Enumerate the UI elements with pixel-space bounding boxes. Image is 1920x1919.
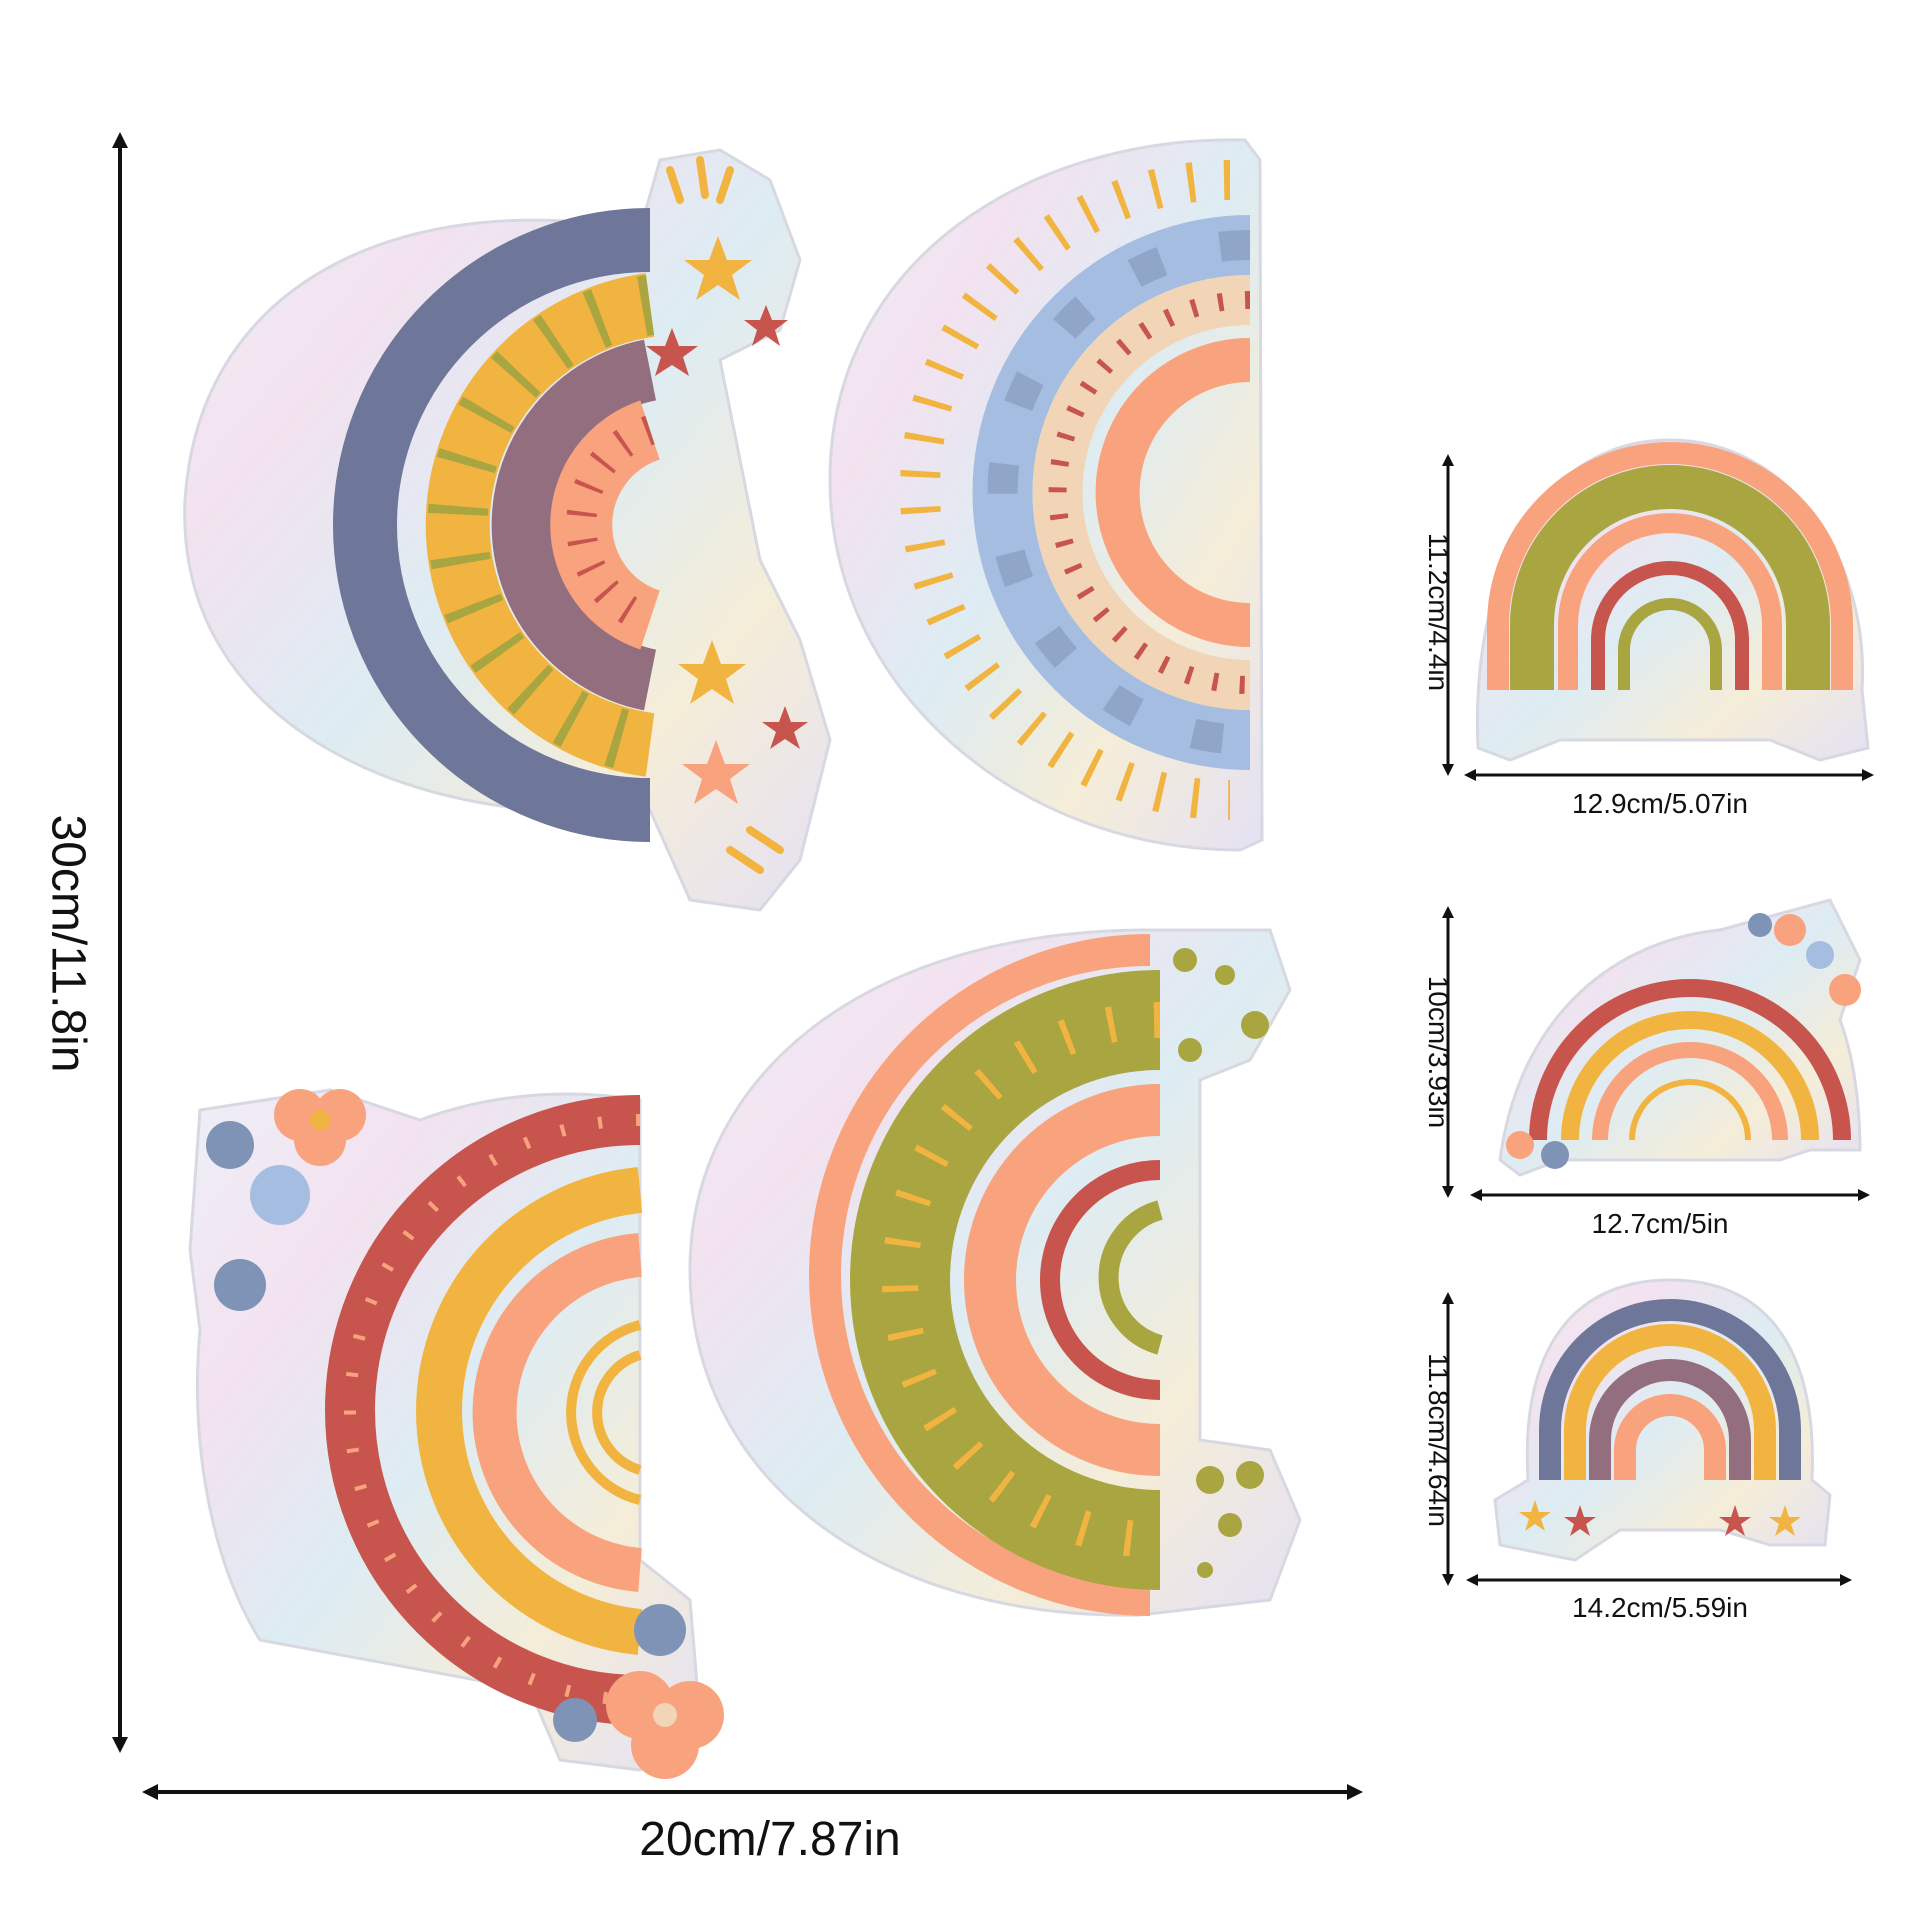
- thin-gold-arc: [1629, 1079, 1751, 1141]
- sticker-large-olive-rainbow: [688, 928, 1302, 1617]
- mustard-band: [416, 1167, 643, 1655]
- peach-outer-band: [1487, 442, 1853, 690]
- sticker-small-a-olive-rainbow: [1475, 438, 1870, 762]
- sand-band: [1032, 275, 1251, 710]
- star-clusters: [1519, 1500, 1801, 1536]
- sticker-large-floral-rainbow: [188, 1088, 724, 1779]
- flower-cluster-bottom: [553, 1604, 724, 1779]
- brick-band: [1591, 561, 1749, 690]
- blue-spots: [987, 230, 1251, 755]
- peach-band: [1592, 1042, 1788, 1141]
- sticker-small-b-floral-rainbow: [1498, 898, 1862, 1177]
- main-width-label: 20cm/7.87in: [639, 1813, 901, 1866]
- olive-band: [1510, 465, 1830, 690]
- star-cluster-top: [646, 156, 788, 376]
- peach-outer-band: [809, 934, 1151, 1616]
- mustard-band: [1561, 1011, 1819, 1141]
- brick-band: [1040, 1160, 1161, 1400]
- sticker-small-c-starry-rainbow: [1493, 1278, 1832, 1562]
- sticker-b-height-label: 10cm/3.93in: [1423, 975, 1454, 1129]
- brick-band: [325, 1095, 641, 1725]
- sticker-a-width-label: 12.9cm/5.07in: [1572, 788, 1748, 819]
- peach-inner-band: [1558, 513, 1782, 690]
- star-cluster-bottom: [678, 640, 808, 874]
- mustard-band: [425, 273, 655, 777]
- peach-band: [472, 1233, 643, 1592]
- thin-gold-arc-inner: [592, 1350, 642, 1475]
- sticker-large-sunray-rainbow: [828, 138, 1264, 852]
- sticker-a-height-label: 11.2cm/4.4in: [1423, 532, 1454, 692]
- flower-cluster: [1506, 913, 1861, 1169]
- peach-band: [550, 400, 661, 650]
- mauve-band: [1589, 1359, 1751, 1480]
- slate-band: [333, 208, 651, 842]
- mustard-band: [1564, 1324, 1776, 1480]
- flower-cluster-top: [206, 1089, 366, 1311]
- peach-inner-band: [964, 1084, 1161, 1476]
- main-height-label: 30cm/11.8in: [41, 814, 95, 1073]
- sticker-c-height-label: 11.8cm/4.64in: [1423, 1353, 1454, 1527]
- sticker-c-width-label: 14.2cm/5.59in: [1572, 1592, 1748, 1623]
- sticker-large-starry-rainbow: [183, 148, 832, 912]
- olive-inner-band: [1618, 598, 1722, 690]
- peach-band: [1095, 338, 1251, 647]
- olive-band: [850, 970, 1161, 1590]
- brick-band: [1529, 979, 1851, 1141]
- olive-dots: [1173, 948, 1269, 1578]
- mauve-band: [491, 339, 657, 711]
- sticker-b-width-label: 12.7cm/5in: [1591, 1208, 1729, 1239]
- dimension-arrows: [112, 132, 1874, 1800]
- thin-gold-arc: [566, 1320, 642, 1505]
- peach-band: [1614, 1394, 1726, 1480]
- olive-inner-band: [1098, 1200, 1163, 1355]
- slate-band: [1539, 1299, 1801, 1480]
